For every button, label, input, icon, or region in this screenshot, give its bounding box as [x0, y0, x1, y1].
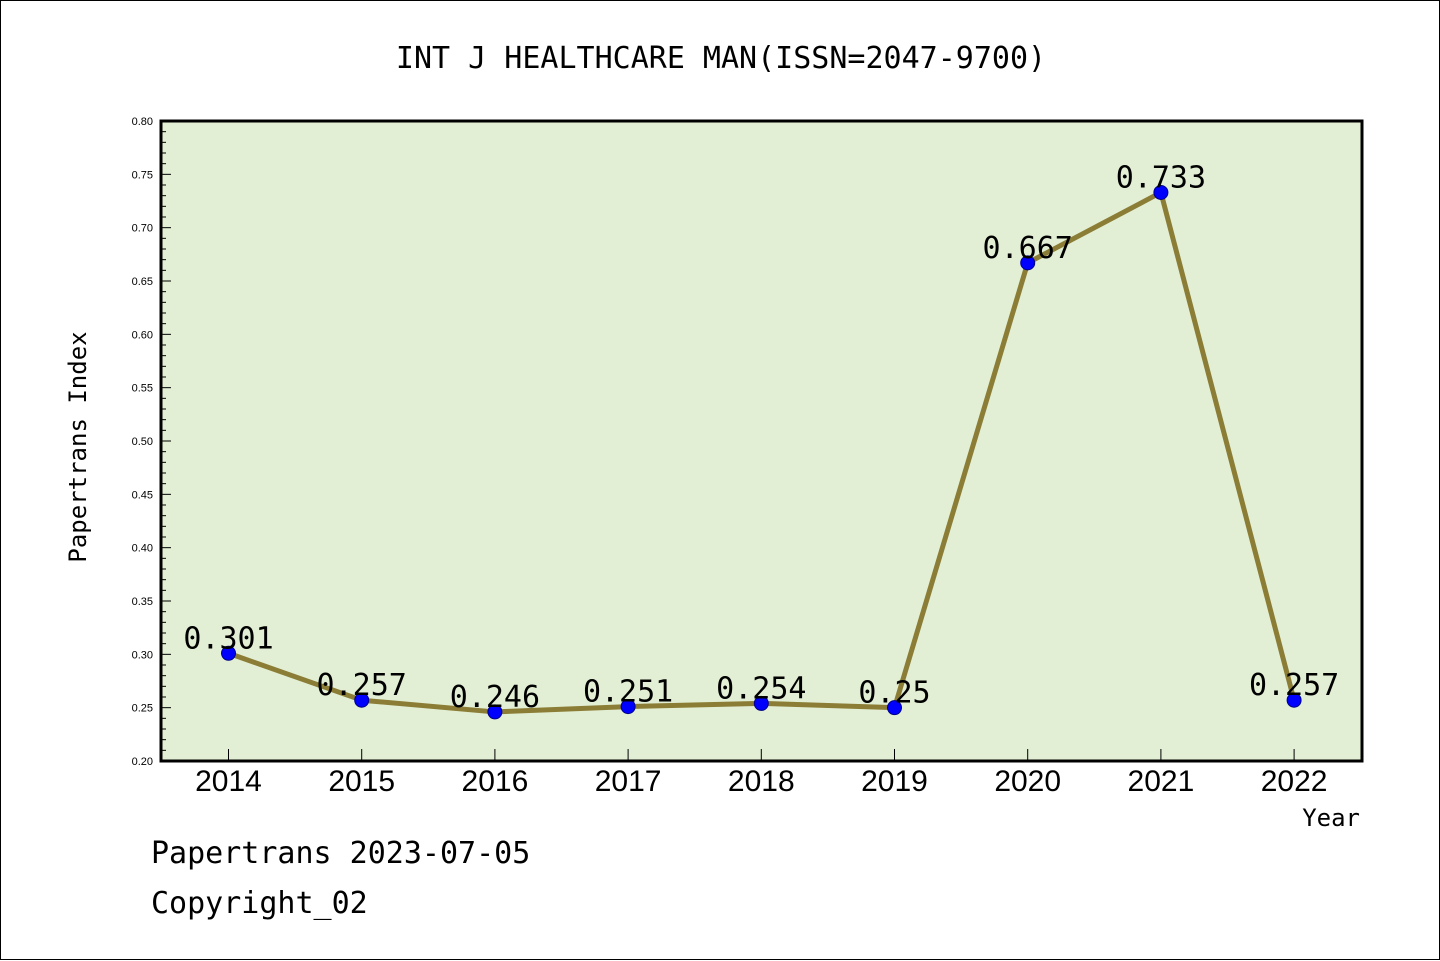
x-tick-label: 2016: [462, 765, 529, 798]
y-tick-label: 0.25: [132, 703, 153, 715]
data-label: 0.733: [1116, 160, 1206, 195]
data-point: [620, 699, 636, 715]
footer-copyright-text: Copyright_02: [151, 886, 368, 921]
data-point: [753, 695, 769, 711]
data-point: [1153, 184, 1169, 200]
data-point: [354, 692, 370, 708]
x-tick-label: 2021: [1128, 765, 1195, 798]
data-label: 0.254: [716, 671, 806, 706]
x-tick-label: 2020: [994, 765, 1061, 798]
y-tick-label: 0.80: [132, 116, 153, 128]
data-label: 0.301: [183, 621, 273, 656]
y-tick-label: 0.65: [132, 276, 153, 288]
data-label: 0.246: [450, 680, 540, 715]
y-tick-label: 0.75: [132, 169, 153, 181]
x-tick-label: 2017: [595, 765, 662, 798]
x-tick-label: 2019: [861, 765, 928, 798]
x-axis-ticks: 2014 2015 2016 2017 2018 2019 2020 2021 2022: [195, 749, 1327, 798]
data-label: 0.667: [983, 231, 1073, 266]
data-point: [221, 645, 236, 661]
y-tick-label: 0.45: [132, 489, 153, 501]
y-axis-ticks: 0.20 0.25 0.30 0.35 0.40 0.45 0.50 0.55 0.60 0.65…: [132, 116, 171, 768]
series-layer: 0.301 0.257 0.246 0.251 0.254 0.25 0.667 0.733 0…: [183, 160, 1339, 720]
y-tick-label: 0.40: [132, 543, 153, 555]
y-tick-label: 0.20: [132, 756, 153, 768]
data-point: [1286, 692, 1302, 708]
data-point: [1020, 255, 1036, 271]
y-tick-label: 0.50: [132, 436, 153, 448]
chart-title: INT J HEALTHCARE MAN(ISSN=2047-9700): [396, 41, 1046, 76]
data-point: [487, 704, 503, 720]
footer-date-text: Papertrans 2023-07-05: [151, 836, 531, 871]
data-label: 0.257: [317, 668, 407, 703]
data-label: 0.257: [1249, 668, 1339, 703]
x-tick-label: 2014: [195, 765, 262, 798]
plot-area: [159, 119, 1364, 763]
data-label: 0.25: [858, 676, 930, 711]
data-label: 0.251: [583, 675, 673, 710]
y-tick-label: 0.60: [132, 329, 153, 341]
x-tick-label: 2018: [728, 765, 795, 798]
x-tick-label: 2015: [328, 765, 395, 798]
y-tick-label: 0.35: [132, 596, 153, 608]
y-axis-label: Papertrans Index: [64, 331, 92, 562]
y-tick-label: 0.30: [132, 649, 153, 661]
y-tick-label: 0.70: [132, 223, 153, 235]
x-axis-label: Year: [1302, 804, 1360, 832]
y-tick-label: 0.55: [132, 383, 153, 395]
data-point: [887, 700, 902, 716]
x-tick-label: 2022: [1261, 765, 1328, 798]
